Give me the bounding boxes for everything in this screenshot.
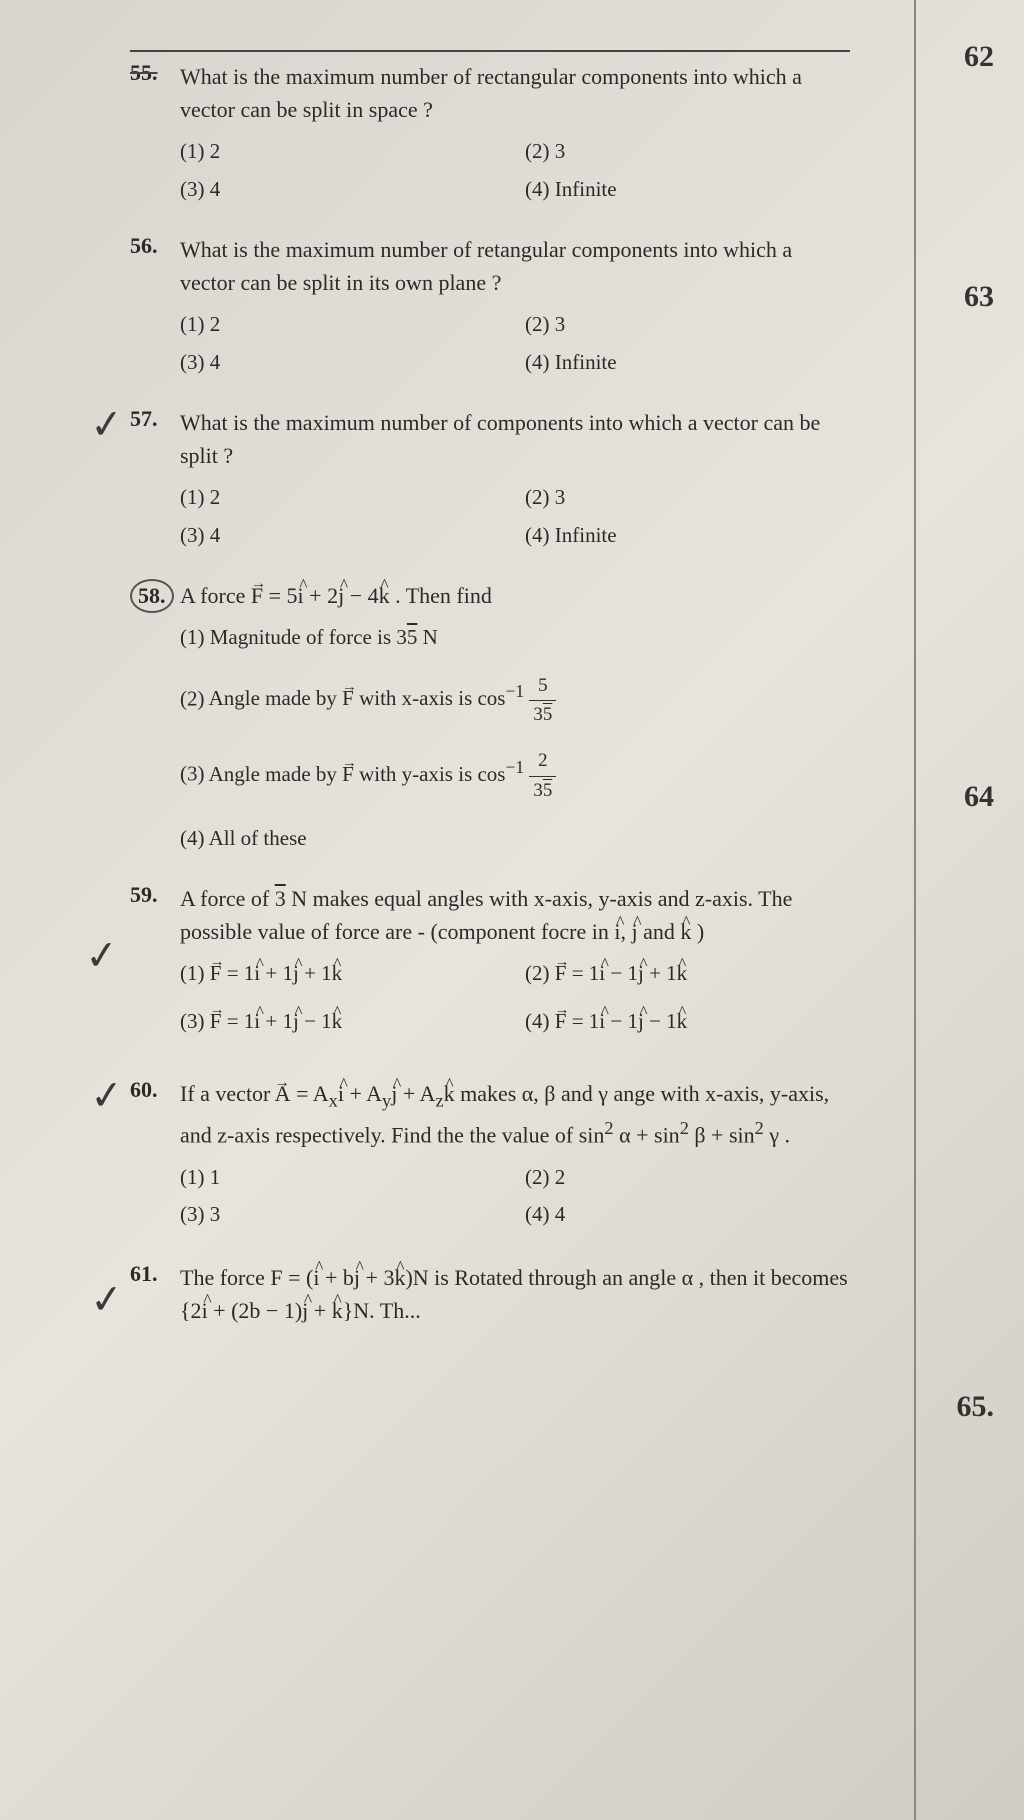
option-2: (2) F = 1i − 1j + 1k [525, 958, 850, 990]
option-4: (4) 4 [525, 1199, 850, 1231]
option-2: (2) 3 [525, 136, 850, 168]
question-body: The force F = (i + bj + 3k)N is Rotated … [180, 1261, 850, 1337]
options-grid: (1) 2 (2) 3 (3) 4 (4) Infinite [180, 309, 850, 378]
check-icon: ✓ [88, 400, 125, 450]
question-number: 60. [130, 1077, 180, 1230]
option-1: (1) Magnitude of force is 35 N [180, 622, 850, 654]
option-1: (1) F = 1i + 1j + 1k [180, 958, 505, 990]
question-text: What is the maximum number of components… [180, 406, 850, 472]
page-content: 55. What is the maximum number of rectan… [100, 30, 880, 1385]
question-body: A force of 3 N makes equal angles with x… [180, 882, 850, 1037]
option-1: (1) 2 [180, 309, 505, 341]
option-2: (2) 2 [525, 1162, 850, 1194]
margin-number: 63 [964, 280, 994, 314]
option-3: (3) 4 [180, 520, 505, 552]
option-1: (1) 1 [180, 1162, 505, 1194]
option-3: (3) 4 [180, 174, 505, 206]
question-number: 57. [130, 406, 180, 551]
question-number: 56. [130, 233, 180, 378]
question-body: If a vector A = Axi + Ayj + Azk makes α,… [180, 1077, 850, 1230]
option-4: (4) All of these [180, 823, 850, 855]
question-61: ✓ 61. The force F = (i + bj + 3k)N is Ro… [130, 1261, 850, 1337]
question-number: 55. [130, 60, 180, 205]
question-57: ✓ 57. What is the maximum number of comp… [130, 406, 850, 551]
margin-number: 64 [964, 780, 994, 814]
options-grid: (1) 2 (2) 3 (3) 4 (4) Infinite [180, 136, 850, 205]
option-4: (4) F = 1i − 1j − 1k [525, 1006, 850, 1038]
options-list: (1) Magnitude of force is 35 N (2) Angle… [180, 622, 850, 854]
question-58: 58. A force F = 5i + 2j − 4k . Then find… [130, 579, 850, 854]
option-1: (1) 2 [180, 482, 505, 514]
question-body: What is the maximum number of retangular… [180, 233, 850, 378]
top-rule [130, 50, 850, 52]
check-icon: ✓ [88, 1071, 125, 1121]
option-2: (2) Angle made by F with x-axis is cos−1… [180, 672, 850, 730]
right-margin-line [914, 0, 1004, 1820]
option-3: (3) 3 [180, 1199, 505, 1231]
option-2: (2) 3 [525, 482, 850, 514]
options-grid: (1) 2 (2) 3 (3) 4 (4) Infinite [180, 482, 850, 551]
question-text: A force of 3 N makes equal angles with x… [180, 882, 850, 948]
question-59: ✓ 59. A force of 3 N makes equal angles … [130, 882, 850, 1037]
question-text: What is the maximum number of retangular… [180, 233, 850, 299]
question-text: A force F = 5i + 2j − 4k . Then find [180, 579, 850, 612]
question-body: What is the maximum number of components… [180, 406, 850, 551]
option-4: (4) Infinite [525, 347, 850, 379]
question-number: 61. [130, 1261, 180, 1337]
options-grid: (1) F = 1i + 1j + 1k (2) F = 1i − 1j + 1… [180, 958, 850, 1037]
question-number: 58. [130, 579, 180, 854]
option-4: (4) Infinite [525, 520, 850, 552]
option-3: (3) F = 1i + 1j − 1k [180, 1006, 505, 1038]
option-1: (1) 2 [180, 136, 505, 168]
question-60: ✓ 60. If a vector A = Axi + Ayj + Azk ma… [130, 1077, 850, 1230]
check-icon: ✓ [83, 931, 120, 981]
check-icon: ✓ [88, 1274, 125, 1324]
question-text: What is the maximum number of rectangula… [180, 60, 850, 126]
question-text: If a vector A = Axi + Ayj + Azk makes α,… [180, 1077, 850, 1151]
option-3: (3) Angle made by F with y-axis is cos−1… [180, 747, 850, 805]
option-3: (3) 4 [180, 347, 505, 379]
question-body: A force F = 5i + 2j − 4k . Then find (1)… [180, 579, 850, 854]
question-text: The force F = (i + bj + 3k)N is Rotated … [180, 1261, 850, 1327]
question-body: What is the maximum number of rectangula… [180, 60, 850, 205]
option-2: (2) 3 [525, 309, 850, 341]
question-55: 55. What is the maximum number of rectan… [130, 60, 850, 205]
options-grid: (1) 1 (2) 2 (3) 3 (4) 4 [180, 1162, 850, 1231]
margin-number: 62 [964, 40, 994, 74]
option-4: (4) Infinite [525, 174, 850, 206]
question-number: 59. [130, 882, 180, 1037]
margin-number: 65. [957, 1390, 995, 1424]
question-56: 56. What is the maximum number of retang… [130, 233, 850, 378]
